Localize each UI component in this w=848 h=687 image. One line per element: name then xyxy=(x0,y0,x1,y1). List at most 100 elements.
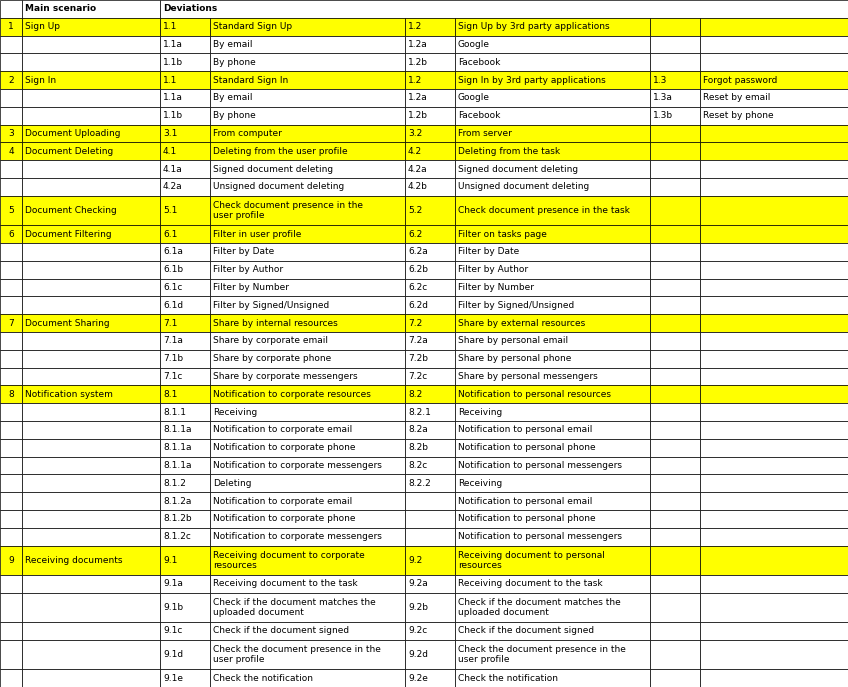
Text: 9.1a: 9.1a xyxy=(163,579,183,588)
Text: From computer: From computer xyxy=(213,129,282,138)
Bar xyxy=(210,457,405,475)
Bar xyxy=(700,385,848,403)
Text: Notification to corporate email: Notification to corporate email xyxy=(213,425,352,434)
Bar xyxy=(455,296,650,314)
Bar xyxy=(405,71,455,89)
Bar xyxy=(22,36,160,54)
Text: Notification to corporate phone: Notification to corporate phone xyxy=(213,443,355,452)
Bar xyxy=(0,36,22,54)
Bar xyxy=(210,178,405,196)
Bar xyxy=(0,528,22,545)
Bar xyxy=(405,528,455,545)
Bar xyxy=(405,385,455,403)
Text: 4.2a: 4.2a xyxy=(408,165,427,174)
Bar xyxy=(455,71,650,89)
Bar xyxy=(160,178,210,196)
Text: 1: 1 xyxy=(8,22,14,31)
Bar xyxy=(650,457,700,475)
Bar xyxy=(210,124,405,142)
Bar xyxy=(210,439,405,457)
Text: 1.1a: 1.1a xyxy=(163,93,183,102)
Text: 7.1: 7.1 xyxy=(163,319,177,328)
Text: 8.1.1a: 8.1.1a xyxy=(163,443,192,452)
Bar xyxy=(0,575,22,593)
Text: Check document presence in the task: Check document presence in the task xyxy=(458,206,630,215)
Bar xyxy=(210,196,405,225)
Bar xyxy=(0,403,22,421)
Text: 7.2c: 7.2c xyxy=(408,372,427,381)
Bar xyxy=(455,492,650,510)
Bar xyxy=(650,18,700,36)
Text: 6.1b: 6.1b xyxy=(163,265,183,274)
Text: Filter by Signed/Unsigned: Filter by Signed/Unsigned xyxy=(458,301,574,310)
Bar xyxy=(160,106,210,124)
Bar xyxy=(650,669,700,687)
Bar xyxy=(405,160,455,178)
Bar xyxy=(22,457,160,475)
Bar xyxy=(0,106,22,124)
Bar xyxy=(650,106,700,124)
Text: 9.1d: 9.1d xyxy=(163,650,183,659)
Text: Facebook: Facebook xyxy=(458,111,500,120)
Bar xyxy=(455,106,650,124)
Bar xyxy=(700,350,848,368)
Bar xyxy=(22,71,160,89)
Bar xyxy=(405,640,455,669)
Text: Notification to personal messengers: Notification to personal messengers xyxy=(458,461,622,470)
Bar xyxy=(160,296,210,314)
Bar xyxy=(160,593,210,622)
Bar xyxy=(210,403,405,421)
Bar xyxy=(650,278,700,296)
Text: 4.1: 4.1 xyxy=(163,147,177,156)
Bar xyxy=(22,124,160,142)
Bar xyxy=(405,403,455,421)
Text: 6.1d: 6.1d xyxy=(163,301,183,310)
Bar xyxy=(405,18,455,36)
Bar xyxy=(405,622,455,640)
Text: 9.2: 9.2 xyxy=(408,556,422,565)
Text: 1.2a: 1.2a xyxy=(408,93,427,102)
Text: Receiving document to corporate
resources: Receiving document to corporate resource… xyxy=(213,551,365,570)
Bar xyxy=(700,178,848,196)
Bar xyxy=(455,528,650,545)
Bar xyxy=(700,71,848,89)
Bar xyxy=(405,669,455,687)
Bar xyxy=(0,385,22,403)
Text: 8: 8 xyxy=(8,390,14,398)
Bar xyxy=(160,622,210,640)
Text: 7.2b: 7.2b xyxy=(408,354,428,363)
Bar xyxy=(700,669,848,687)
Text: 8.2.1: 8.2.1 xyxy=(408,407,431,416)
Text: Filter on tasks page: Filter on tasks page xyxy=(458,229,547,238)
Bar xyxy=(700,403,848,421)
Bar xyxy=(160,54,210,71)
Bar xyxy=(700,545,848,575)
Text: Notification to corporate phone: Notification to corporate phone xyxy=(213,515,355,523)
Text: Notification to corporate resources: Notification to corporate resources xyxy=(213,390,371,398)
Text: Notification system: Notification system xyxy=(25,390,113,398)
Bar xyxy=(160,124,210,142)
Bar xyxy=(210,71,405,89)
Bar xyxy=(210,510,405,528)
Bar xyxy=(405,492,455,510)
Text: 8.1: 8.1 xyxy=(163,390,177,398)
Bar xyxy=(700,261,848,278)
Text: Filter in user profile: Filter in user profile xyxy=(213,229,301,238)
Bar xyxy=(405,261,455,278)
Bar xyxy=(700,106,848,124)
Bar xyxy=(0,18,22,36)
Bar xyxy=(700,640,848,669)
Bar xyxy=(210,640,405,669)
Text: 1.1: 1.1 xyxy=(163,22,177,31)
Text: Google: Google xyxy=(458,93,490,102)
Bar xyxy=(160,510,210,528)
Text: 5: 5 xyxy=(8,206,14,215)
Bar xyxy=(210,545,405,575)
Text: Notification to personal phone: Notification to personal phone xyxy=(458,515,595,523)
Text: 9: 9 xyxy=(8,556,14,565)
Text: 7.1a: 7.1a xyxy=(163,337,183,346)
Bar xyxy=(700,314,848,332)
Text: Document Uploading: Document Uploading xyxy=(25,129,120,138)
Text: Filter by Author: Filter by Author xyxy=(213,265,283,274)
Text: 1.3a: 1.3a xyxy=(653,93,672,102)
